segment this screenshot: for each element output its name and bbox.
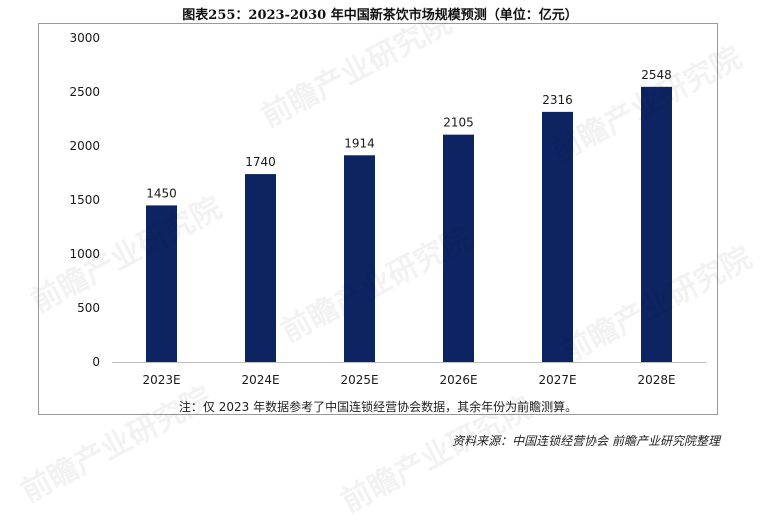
y-tick-label: 1500 bbox=[69, 193, 100, 207]
y-tick-label: 3000 bbox=[69, 31, 100, 45]
data-label: 1914 bbox=[344, 136, 375, 150]
data-label: 1740 bbox=[245, 155, 276, 169]
source-text: 资料来源：中国连锁经营协会 前瞻产业研究院整理 bbox=[452, 434, 720, 448]
bar bbox=[443, 134, 474, 362]
data-label: 2548 bbox=[641, 68, 672, 82]
y-tick-label: 0 bbox=[92, 355, 100, 369]
y-tick-label: 2500 bbox=[69, 85, 100, 99]
bar bbox=[344, 155, 375, 362]
chart-frame bbox=[38, 23, 718, 415]
y-tick-label: 1000 bbox=[69, 247, 100, 261]
chart-note: 注：仅 2023 年数据参考了中国连锁经营协会数据，其余年份为前瞻测算。 bbox=[178, 400, 578, 414]
y-tick-label: 2000 bbox=[69, 139, 100, 153]
x-tick-label: 2023E bbox=[142, 373, 180, 387]
bar-chart: 0 500 1000 1500 2000 2500 3000 1450 2023E 1740 202… bbox=[69, 31, 706, 387]
chart-title: 图表255：2023-2030 年中国新茶饮市场规模预测（单位：亿元） bbox=[182, 8, 578, 23]
data-label: 1450 bbox=[146, 186, 177, 200]
bar bbox=[245, 174, 276, 362]
bar bbox=[542, 111, 573, 362]
data-label: 2316 bbox=[542, 93, 573, 107]
x-tick-label: 2026E bbox=[439, 373, 477, 387]
y-tick-label: 500 bbox=[77, 301, 100, 315]
x-tick-label: 2028E bbox=[637, 373, 675, 387]
x-tick-label: 2024E bbox=[241, 373, 279, 387]
data-label: 2105 bbox=[443, 116, 474, 130]
x-tick-label: 2027E bbox=[538, 373, 576, 387]
bar bbox=[641, 86, 672, 362]
bar bbox=[146, 205, 177, 362]
x-tick-label: 2025E bbox=[340, 373, 378, 387]
